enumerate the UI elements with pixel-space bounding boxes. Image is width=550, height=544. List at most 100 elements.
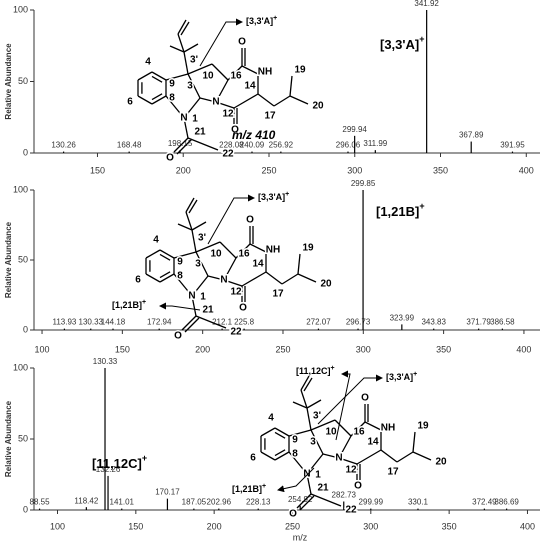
- atom-label: O: [238, 37, 246, 48]
- bond: [165, 95, 185, 119]
- peak-label: 212.1: [212, 318, 233, 327]
- bond: [289, 95, 309, 105]
- fragment-label: [3,3'A]+: [386, 371, 417, 383]
- atom-label: O: [231, 125, 239, 136]
- atom-label: 6: [127, 97, 133, 108]
- peak-label: 198.15: [168, 139, 193, 148]
- x-tick-label: 150: [115, 344, 130, 354]
- fragment-charge: +: [142, 453, 147, 463]
- bond: [145, 249, 161, 259]
- peak-label: 202.96: [207, 498, 232, 507]
- atom-label: 1: [315, 470, 321, 481]
- x-tick-label: 250: [285, 521, 300, 531]
- peak-label: 172.94: [147, 318, 172, 327]
- atom-label: 4: [268, 413, 274, 424]
- bond: [177, 19, 187, 35]
- atom-label: O: [361, 393, 369, 404]
- atom-label: 21: [194, 127, 206, 138]
- atom-label: 12: [222, 109, 234, 120]
- y-axis-label: Relative Abundance: [4, 43, 13, 120]
- fragment-label: [11,12C]+: [92, 453, 147, 471]
- atom-label: 8: [292, 449, 298, 460]
- atom-label: 19: [417, 421, 429, 432]
- y-tick-label: 0: [23, 504, 28, 514]
- peak-label: 296.06: [336, 141, 361, 150]
- bond: [187, 137, 219, 151]
- x-tick-label: 300: [347, 165, 362, 175]
- atom-label: 3': [313, 411, 321, 422]
- bond: [176, 139, 192, 155]
- atom-label: N: [180, 113, 187, 124]
- bond: [241, 271, 267, 287]
- bond: [159, 271, 171, 279]
- y-tick-label: 100: [13, 184, 28, 194]
- atom-label: 3: [187, 81, 193, 92]
- bond: [306, 399, 322, 409]
- bond: [233, 93, 259, 109]
- bond: [191, 229, 197, 253]
- bond: [219, 241, 237, 259]
- bond: [137, 95, 153, 105]
- bond: [235, 243, 251, 259]
- bond: [292, 401, 308, 409]
- bond: [260, 451, 276, 461]
- x-tick-label: 400: [520, 521, 535, 531]
- atom-label: 10: [202, 71, 214, 82]
- bond: [306, 407, 312, 431]
- atom-label: 9: [177, 257, 183, 268]
- fragment-name: [3,3'A]: [380, 37, 419, 52]
- atom-label: 19: [302, 243, 314, 254]
- x-tick-label: 100: [50, 521, 65, 531]
- bond: [169, 45, 185, 53]
- atom-label: 21: [202, 305, 214, 316]
- x-tick-label: 250: [261, 165, 276, 175]
- spectrum-panel: 0 50 100 150 200 250 300 350 400 Relative Abundan…: [4, 0, 540, 175]
- bond: [310, 419, 336, 431]
- peak-label: 372.49: [472, 498, 497, 507]
- fragment-charge: +: [285, 191, 289, 198]
- fragment-arrow: [335, 370, 351, 441]
- bond: [306, 473, 312, 495]
- bond: [183, 97, 201, 119]
- bond: [306, 453, 324, 475]
- atom-label: 9: [169, 79, 175, 90]
- peak-label: 311.99: [363, 139, 387, 148]
- bond: [274, 451, 290, 461]
- atom-label: NH: [266, 245, 280, 256]
- peak-label: 228.08: [219, 141, 244, 150]
- fragment-charge: +: [419, 201, 424, 211]
- y-axis-label: Relative Abundance: [4, 400, 13, 477]
- bond: [191, 275, 209, 297]
- bond: [288, 451, 308, 475]
- atom-label: O: [166, 153, 174, 164]
- fragment-label: [3,3'A]+: [258, 191, 289, 203]
- fragment-name: [3,3'A]: [246, 16, 273, 26]
- bond: [299, 495, 315, 511]
- fragment-name: [3,3'A]: [386, 372, 413, 382]
- atom-label: 22: [222, 149, 234, 160]
- peak-label: 391.95: [500, 141, 525, 150]
- bond: [274, 427, 290, 437]
- atom-label: O: [174, 331, 182, 342]
- x-tick-label: 300: [363, 521, 378, 531]
- x-tick-label: 200: [195, 344, 210, 354]
- bond: [159, 253, 171, 261]
- bond: [260, 427, 276, 437]
- bond: [159, 249, 175, 259]
- bond: [195, 315, 227, 329]
- bond: [364, 421, 382, 431]
- peak-label: 299.99: [359, 498, 384, 507]
- atom-label: 3: [310, 437, 316, 448]
- bond: [273, 95, 291, 107]
- x-tick-label: 300: [356, 344, 371, 354]
- bond: [177, 33, 185, 53]
- peak-label: 371.79: [466, 318, 491, 327]
- atom-label: 4: [145, 57, 151, 68]
- atom-label: 6: [135, 275, 141, 286]
- bond: [300, 389, 308, 409]
- atom-label: 3': [190, 55, 198, 66]
- atom-label: O: [246, 215, 254, 226]
- bond: [338, 457, 358, 465]
- x-tick-label: 350: [436, 344, 451, 354]
- atom-label: 16: [238, 249, 250, 260]
